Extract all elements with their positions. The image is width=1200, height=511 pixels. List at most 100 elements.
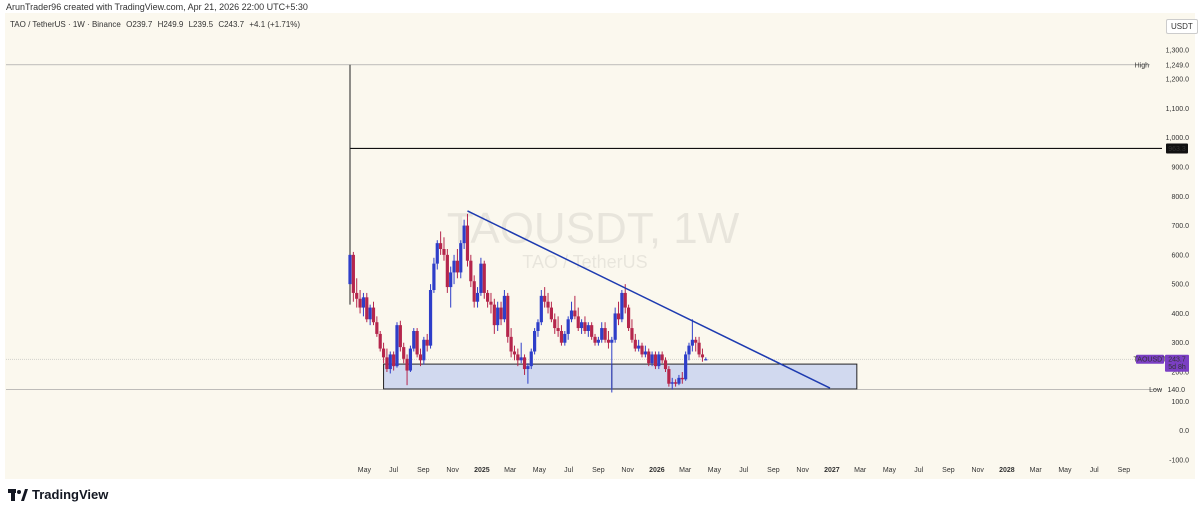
candle-body (469, 260, 473, 282)
high-value-text: 1,249.0 (1166, 62, 1189, 69)
y-tick-label: 800.0 (1171, 194, 1189, 201)
candle (445, 249, 449, 293)
candle (553, 313, 557, 334)
candle-body (533, 331, 537, 352)
candle (573, 295, 577, 320)
symbol-badge (1136, 354, 1164, 364)
candle (506, 292, 510, 343)
candle-body (449, 272, 453, 288)
candle (418, 348, 423, 367)
candle (405, 354, 409, 386)
candle (626, 304, 631, 331)
candle-body (596, 339, 600, 343)
candle (690, 319, 694, 352)
y-tick-label: 400.0 (1171, 311, 1189, 318)
candle (408, 345, 413, 372)
candle-body (556, 328, 560, 331)
candle-body (395, 325, 399, 367)
candle (475, 287, 480, 308)
candle (566, 316, 570, 340)
candle (465, 213, 470, 267)
candle (512, 345, 517, 361)
candle (351, 251, 355, 302)
candle (361, 292, 366, 317)
candle (546, 292, 550, 314)
x-tick-label: Jul (564, 467, 573, 474)
candle-body (398, 325, 402, 348)
x-tick-label: Sep (417, 467, 430, 474)
candle (509, 328, 513, 358)
candle (596, 336, 600, 346)
watermark-description: TAO / TetherUS (522, 252, 647, 272)
descending-trendline (467, 210, 831, 389)
x-axis: May Jul Sep Nov 2025 Mar May Jul Sep Nov 2026 Mar Ma… (358, 467, 1130, 474)
chart-area[interactable] (5, 13, 1195, 479)
x-tick-label: 2027 (824, 467, 840, 474)
candle-body (462, 225, 466, 244)
candle-body (482, 263, 486, 293)
candle (593, 333, 597, 346)
candle (660, 351, 664, 364)
candle-body (351, 254, 355, 293)
candle-body (432, 263, 436, 290)
tradingview-logo[interactable]: TradingView (8, 487, 108, 502)
x-tick-label: Mar (504, 467, 517, 474)
candle (677, 374, 681, 386)
candle-body (392, 354, 396, 367)
candle (563, 331, 567, 346)
candle (680, 372, 684, 384)
candle (365, 292, 369, 323)
candle-body (633, 339, 637, 349)
candle (519, 342, 523, 364)
bar-countdown-text: 5d 8h (1168, 364, 1186, 371)
candle (368, 304, 372, 326)
candle (522, 354, 527, 375)
candle (539, 290, 543, 326)
candle-body (388, 354, 392, 370)
candle (543, 287, 547, 308)
candle (489, 292, 493, 314)
x-tick-label: 2026 (649, 467, 665, 474)
candle-body (361, 297, 366, 308)
candle (637, 339, 641, 352)
candle (603, 322, 607, 343)
x-tick-label: Nov (796, 467, 809, 474)
ohlc-change: +4.1 (+1.71%) (249, 20, 301, 29)
candle (392, 351, 396, 371)
candle (533, 328, 537, 355)
candle-body (475, 292, 480, 302)
candle (428, 284, 433, 349)
candle-body (610, 339, 614, 343)
candle-body (704, 359, 708, 361)
symbol-pair[interactable]: TAO / TetherUS · 1W · Binance (10, 20, 121, 29)
candle-body (583, 322, 587, 331)
candle-body (418, 354, 423, 361)
x-tick-label: Sep (767, 467, 780, 474)
tradingview-logo-text: TradingView (32, 487, 109, 502)
candle-body (616, 313, 621, 320)
candle-body (452, 260, 456, 273)
candle-body (442, 249, 446, 255)
candle (526, 363, 530, 384)
candle (647, 348, 651, 367)
x-tick-label: Sep (1118, 467, 1131, 474)
y-tick-label: 1,200.0 (1166, 77, 1189, 84)
candle-body (465, 225, 470, 261)
candle-body (502, 295, 506, 320)
candle-body (586, 325, 590, 331)
candle-body (663, 360, 668, 370)
support-zone (383, 363, 858, 390)
candle (620, 290, 624, 323)
candle (549, 301, 553, 323)
candle-body (684, 354, 688, 380)
symbol-info-bar: TAO / TetherUS · 1W · Binance O239.7 H24… (10, 20, 303, 29)
candle-body (667, 369, 671, 384)
y-tick-label: -100.0 (1169, 457, 1189, 464)
currency-button[interactable]: USDT (1166, 19, 1198, 34)
level-badge (1166, 143, 1188, 154)
candle (486, 290, 490, 308)
candle-body (368, 307, 372, 320)
candle-body (613, 313, 617, 340)
candle-body (687, 345, 691, 355)
y-tick-label: 1,300.0 (1166, 47, 1189, 54)
